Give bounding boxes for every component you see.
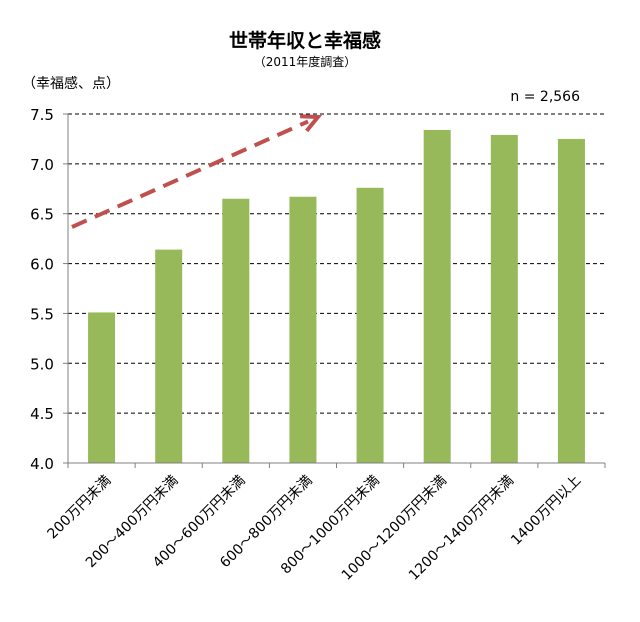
y-tick-labels: 4.0 4.5 5.0 5.5 6.0 6.5 7.0 7.5	[30, 106, 54, 473]
bar	[557, 138, 585, 463]
bar	[356, 187, 384, 463]
x-tick-labels: 200万円未満200～400万円未満400～600万円未満600～800万円未満…	[45, 473, 585, 584]
sample-size-note: n = 2,566	[510, 89, 580, 105]
bar	[423, 129, 451, 463]
bars	[88, 129, 585, 463]
bar	[88, 312, 116, 463]
bar	[222, 198, 250, 463]
trend-arrow-shaft	[71, 119, 309, 229]
bar	[289, 196, 317, 463]
y-tick-label: 4.0	[30, 455, 54, 473]
trend-arrow-head	[300, 114, 323, 133]
y-tick-label: 5.0	[30, 355, 54, 373]
x-tick-label: 200万円未満	[45, 473, 115, 543]
axes	[63, 113, 606, 468]
y-tick-label: 6.5	[30, 206, 54, 224]
y-axis-label: （幸福感、点）	[22, 75, 120, 92]
y-tick-label: 7.0	[30, 156, 54, 174]
y-tick-label: 6.0	[30, 256, 54, 274]
y-tick-label: 7.5	[30, 106, 54, 124]
y-tick-label: 4.5	[30, 405, 54, 423]
trend-arrow	[71, 114, 323, 229]
y-tick-label: 5.5	[30, 305, 54, 323]
chart-title: 世帯年収と幸福感	[229, 29, 381, 52]
bar	[490, 134, 518, 463]
chart-subtitle: （2011年度調査）	[254, 54, 357, 69]
x-tick-label: 1400万円以上	[508, 473, 584, 549]
grid-lines	[68, 113, 605, 414]
bar	[155, 249, 183, 463]
